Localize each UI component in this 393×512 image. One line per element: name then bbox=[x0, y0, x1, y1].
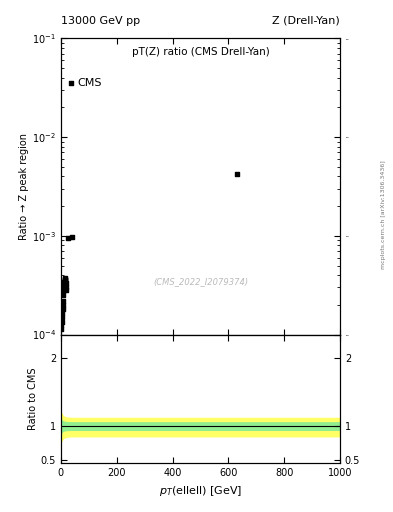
Point bbox=[59, 313, 65, 322]
Point bbox=[68, 79, 74, 88]
Point bbox=[59, 305, 66, 313]
Point bbox=[62, 274, 68, 283]
X-axis label: $p_T$(ellell) [GeV]: $p_T$(ellell) [GeV] bbox=[159, 484, 242, 498]
Point bbox=[60, 291, 66, 300]
Point bbox=[61, 286, 67, 294]
Point bbox=[63, 283, 69, 291]
Point bbox=[59, 317, 65, 326]
Point bbox=[61, 276, 68, 284]
Point bbox=[59, 309, 66, 317]
Text: (CMS_2022_I2079374): (CMS_2022_I2079374) bbox=[153, 277, 248, 286]
Text: pT(Z) ratio (CMS Drell-Yan): pT(Z) ratio (CMS Drell-Yan) bbox=[132, 47, 269, 57]
Y-axis label: Ratio → Z peak region: Ratio → Z peak region bbox=[19, 133, 29, 240]
Point bbox=[61, 278, 68, 286]
Text: mcplots.cern.ch [arXiv:1306.3436]: mcplots.cern.ch [arXiv:1306.3436] bbox=[381, 161, 386, 269]
Point bbox=[58, 325, 64, 333]
Point bbox=[62, 280, 69, 288]
Y-axis label: Ratio to CMS: Ratio to CMS bbox=[28, 368, 38, 430]
Text: CMS: CMS bbox=[78, 78, 102, 89]
Point bbox=[60, 296, 66, 305]
Text: Z (Drell-Yan): Z (Drell-Yan) bbox=[272, 15, 340, 26]
Point bbox=[69, 232, 75, 241]
Point bbox=[63, 286, 70, 294]
Point bbox=[65, 234, 71, 242]
Point bbox=[62, 275, 68, 283]
Point bbox=[58, 321, 64, 329]
Text: 13000 GeV pp: 13000 GeV pp bbox=[61, 15, 140, 26]
Point bbox=[62, 276, 68, 284]
Point bbox=[233, 170, 240, 178]
Point bbox=[60, 301, 66, 309]
Point bbox=[61, 282, 67, 290]
